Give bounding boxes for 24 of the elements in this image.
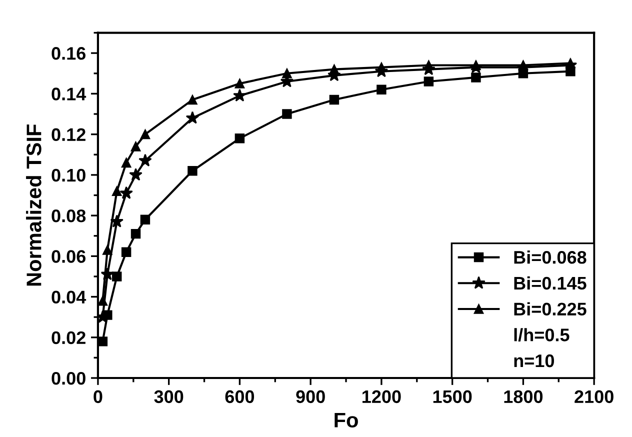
- annotation: l/h=0.5: [514, 328, 570, 342]
- y-tick-label: 0.02: [52, 331, 86, 344]
- y-tick-label: 0.04: [52, 290, 86, 304]
- y-tick-label: 0.16: [52, 47, 86, 60]
- legend-label: Bi=0.068: [514, 250, 586, 264]
- x-tick-label: 600: [225, 390, 254, 404]
- y-tick-label: 0.12: [52, 128, 86, 142]
- annotation: n=10: [514, 354, 554, 368]
- x-tick-label: 1500: [433, 390, 472, 404]
- y-tick-label: 0.08: [52, 209, 86, 222]
- x-tick-label: 0: [94, 390, 102, 404]
- legend-label: Bi=0.145: [514, 276, 586, 290]
- x-tick-label: 1200: [362, 390, 401, 404]
- x-axis-title: Fo: [334, 412, 358, 428]
- x-tick-label: 2100: [574, 390, 614, 404]
- y-tick-label: 0.00: [52, 372, 86, 385]
- x-tick-label: 300: [154, 390, 184, 404]
- y-axis-title: Normalized TSIF: [26, 124, 42, 286]
- x-tick-label: 900: [296, 390, 325, 404]
- y-tick-label: 0.06: [52, 250, 86, 263]
- x-tick-label: 1800: [504, 390, 543, 404]
- y-tick-label: 0.10: [52, 168, 86, 182]
- legend-label: Bi=0.225: [514, 302, 586, 316]
- y-tick-label: 0.14: [52, 88, 86, 100]
